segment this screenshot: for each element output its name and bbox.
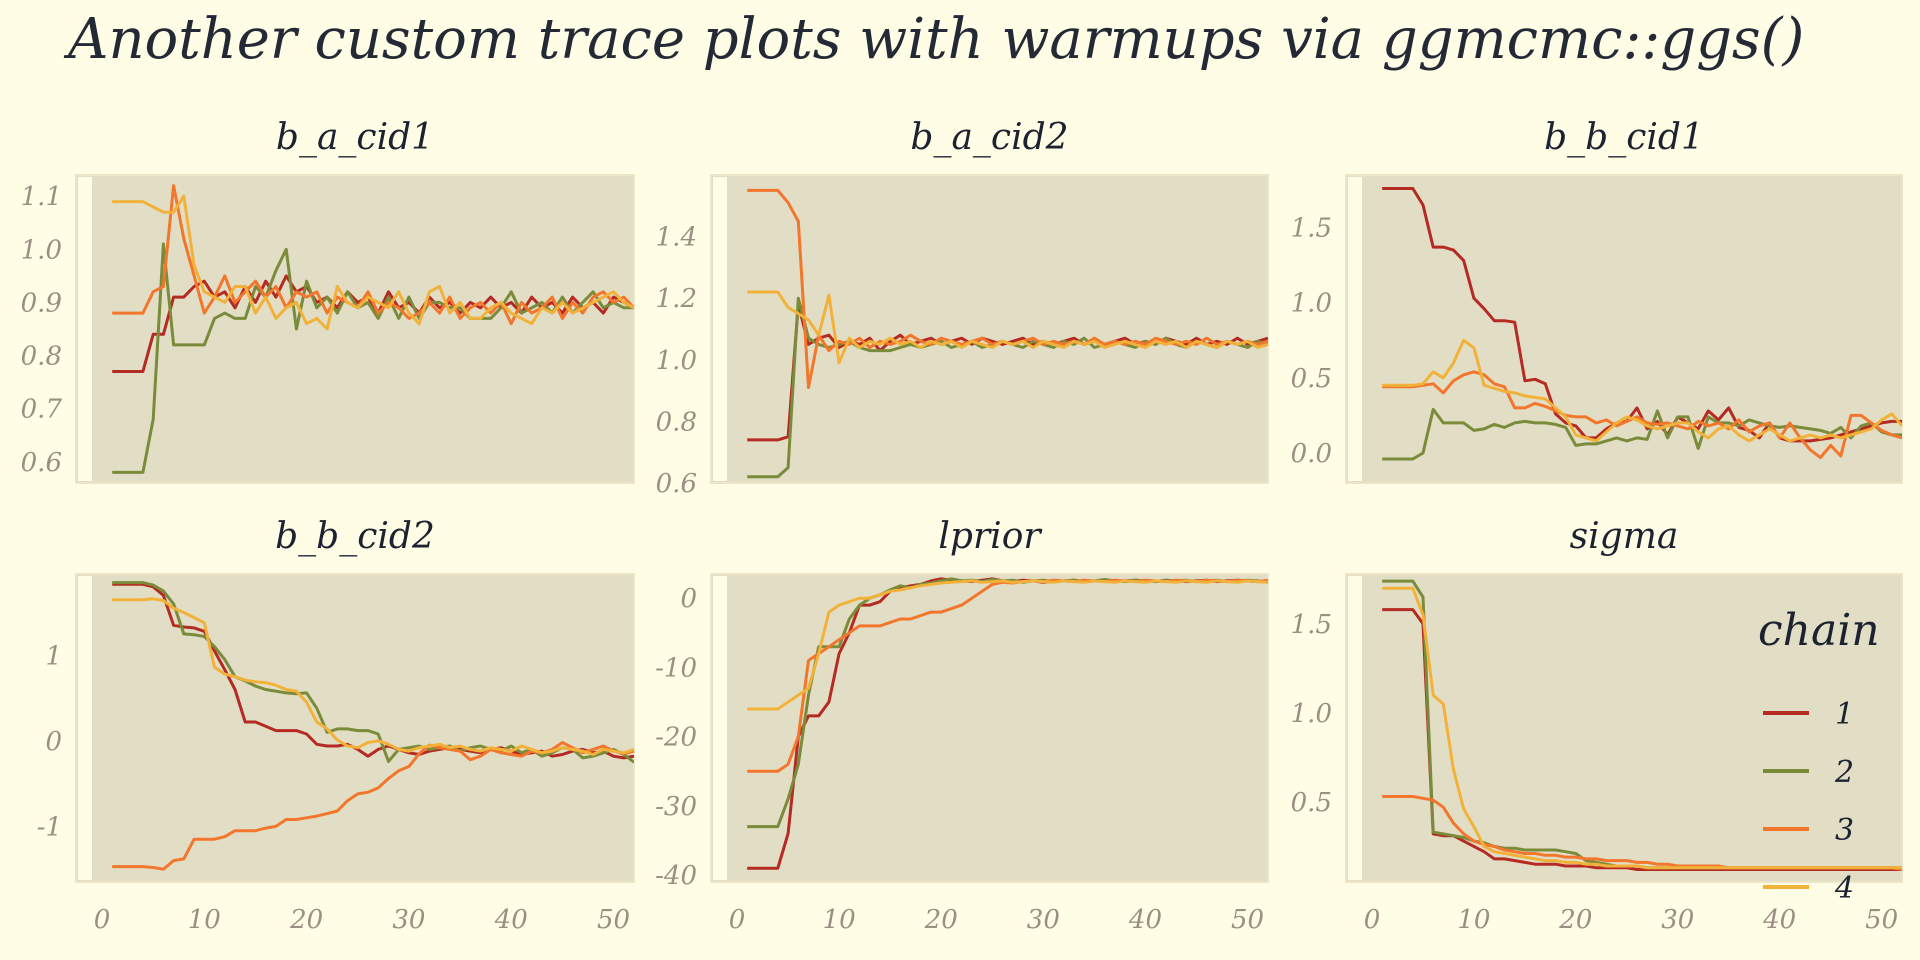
y-tick-label: 0 — [680, 584, 697, 614]
x-tick-label: 10 — [188, 905, 221, 935]
y-tick-label: 0.0 — [1291, 439, 1332, 469]
panel-title: lprior — [938, 516, 1042, 557]
x-tick-label: 50 — [1231, 905, 1264, 935]
y-tick-label: 1.2 — [656, 284, 697, 314]
series-lines — [1382, 187, 1902, 461]
y-tick-label: 0 — [45, 727, 62, 757]
x-tick-label: 40 — [1128, 905, 1162, 935]
panel-lprior: lprior -40 -30 -20 -10 0 — [655, 516, 1269, 891]
y-tick-label: -10 — [655, 653, 697, 683]
panel-title: b_a_cid1 — [276, 117, 434, 158]
y-tick-label: -30 — [655, 792, 697, 822]
panel-left-strip — [78, 576, 92, 880]
y-tick-label: 0.5 — [1291, 364, 1332, 394]
panel-left-strip — [713, 177, 727, 481]
x-tick-label: 30 — [392, 905, 425, 935]
x-tick-label: 0 — [729, 905, 746, 935]
x-tick-label: 20 — [289, 905, 323, 935]
x-tick-label: 20 — [924, 905, 958, 935]
y-tick-label: 0.8 — [656, 407, 697, 437]
panel-title: sigma — [1570, 516, 1679, 557]
y-tick-label: 0.6 — [21, 448, 62, 478]
panel-background — [1345, 174, 1903, 484]
y-tick-label: -40 — [655, 861, 697, 891]
x-tick-label: 40 — [1762, 905, 1796, 935]
y-tick-label: 1.1 — [21, 182, 62, 212]
series-line-chain-1 — [1382, 608, 1902, 871]
x-tick-label: 10 — [823, 905, 856, 935]
panel-title: b_b_cid2 — [275, 516, 435, 557]
x-tick-label: 0 — [94, 905, 111, 935]
panel-b_b_cid2: b_b_cid2 -1 0 1 — [37, 516, 635, 883]
legend: chain 1 2 3 4 — [1758, 605, 1880, 906]
panel-b_b_cid1: b_b_cid1 0.0 0.5 1.0 1.5 — [1291, 117, 1903, 484]
x-tick-label: 40 — [494, 905, 528, 935]
y-tick-label: 0.9 — [21, 288, 62, 318]
panel-b_a_cid2: b_a_cid2 0.6 0.8 1.0 1.2 1.4 — [656, 117, 1269, 499]
series-line-chain-4 — [747, 290, 1268, 365]
series-line-chain-4 — [747, 579, 1268, 711]
y-tick-label: 1.0 — [1291, 699, 1332, 729]
x-tick-label: 50 — [597, 905, 630, 935]
facet-panels: b_a_cid1 0.6 0.7 0.8 0.9 1.0 1.1 b_a_cid2 0.6 0.8… — [21, 117, 1903, 891]
y-tick-label: 1.4 — [656, 223, 697, 253]
x-tick-label: 30 — [1027, 905, 1060, 935]
panel-background — [710, 174, 1269, 484]
series-lines — [747, 577, 1268, 870]
series-line-chain-4 — [1382, 338, 1902, 443]
panel-left-strip — [1348, 576, 1362, 880]
series-lines — [112, 581, 634, 871]
y-tick-label: 1.0 — [656, 346, 697, 376]
panel-sigma: sigma 0.5 1.0 1.5 — [1291, 516, 1903, 883]
y-tick-label: 1.5 — [1291, 610, 1332, 640]
panel-title: b_a_cid2 — [910, 117, 1068, 158]
series-line-chain-3 — [112, 184, 634, 326]
y-tick-label: -20 — [655, 723, 697, 753]
y-tick-label: 0.6 — [656, 469, 697, 499]
panel-background — [75, 573, 635, 883]
series-lines — [112, 184, 634, 474]
x-tick-label: 30 — [1661, 905, 1694, 935]
x-tick-label: 20 — [1558, 905, 1592, 935]
panel-left-strip — [78, 177, 92, 481]
legend-label: 2 — [1834, 755, 1854, 790]
series-line-chain-4 — [112, 597, 634, 756]
legend-label: 1 — [1835, 697, 1854, 732]
y-tick-label: -1 — [37, 812, 62, 842]
y-tick-label: 1.0 — [21, 235, 62, 265]
y-tick-label: 1.0 — [1291, 289, 1332, 319]
panel-title: b_b_cid1 — [1544, 117, 1704, 158]
x-tick-label: 10 — [1457, 905, 1490, 935]
legend-item: 4 — [1763, 871, 1854, 906]
legend-item: 3 — [1763, 813, 1854, 848]
x-tick-label: 50 — [1865, 905, 1898, 935]
series-lines — [1382, 579, 1902, 871]
series-line-chain-3 — [1382, 370, 1902, 459]
y-tick-label: 1.5 — [1291, 214, 1332, 244]
panel-left-strip — [1348, 177, 1362, 481]
y-tick-label: 0.5 — [1291, 788, 1332, 818]
panel-left-strip — [713, 576, 727, 880]
y-tick-label: 1 — [45, 641, 62, 671]
legend-label: 3 — [1835, 813, 1854, 848]
legend-item: 1 — [1763, 697, 1854, 732]
legend-item: 2 — [1763, 755, 1854, 790]
series-line-chain-4 — [1382, 586, 1902, 870]
x-axis-tick-labels: 0 10 20 30 40 50 0 10 20 30 40 50 0 10 20 30 40 50 — [94, 905, 1898, 935]
series-line-chain-2 — [112, 581, 634, 764]
panel-background — [710, 573, 1269, 883]
x-tick-label: 0 — [1364, 905, 1381, 935]
panel-b_a_cid1: b_a_cid1 0.6 0.7 0.8 0.9 1.0 1.1 — [21, 117, 635, 484]
panel-background — [1345, 573, 1903, 883]
y-tick-label: 0.8 — [21, 342, 62, 372]
series-lines — [747, 188, 1268, 479]
legend-label: 4 — [1834, 871, 1854, 906]
series-line-chain-4 — [112, 194, 634, 331]
y-tick-label: 0.7 — [21, 395, 63, 425]
chart-title: Another custom trace plots with warmups … — [63, 7, 1804, 72]
legend-title: chain — [1758, 605, 1880, 656]
